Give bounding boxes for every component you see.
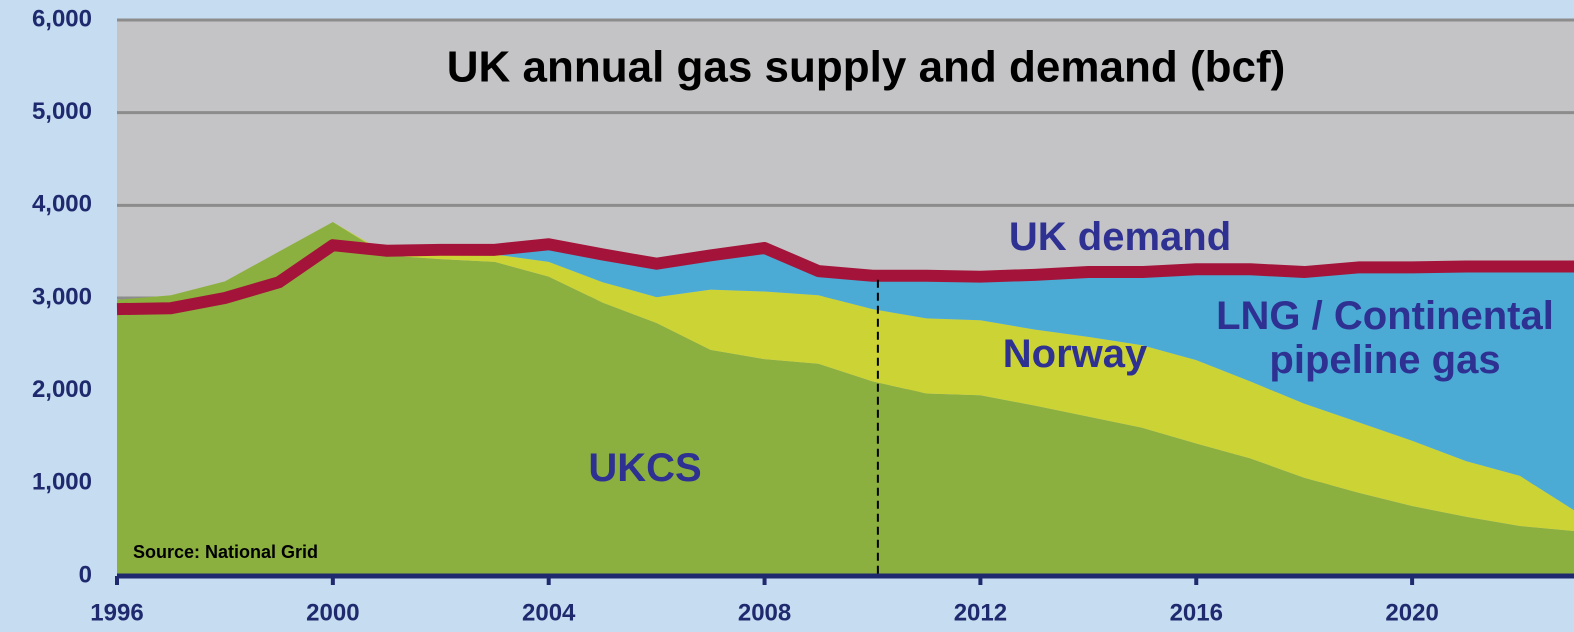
y-tick-label: 1,000 — [32, 469, 92, 496]
series-label: UKCS — [588, 446, 702, 490]
y-tick-label: 3,000 — [32, 283, 92, 310]
y-tick-label: 6,000 — [32, 5, 92, 32]
area — [117, 222, 1574, 511]
series-label: LNG / Continental pipeline gas — [1216, 294, 1554, 382]
series-label: Norway — [1002, 332, 1148, 376]
area — [117, 222, 1574, 532]
x-tick-label: 2016 — [1170, 599, 1223, 626]
x-tick-label: 1996 — [90, 599, 143, 626]
area — [117, 222, 1574, 576]
x-tick-label: 2012 — [954, 599, 1007, 626]
demand-line — [116, 238, 1574, 316]
source-note: Source: National Grid — [133, 542, 318, 562]
series-label: UK demand — [1008, 215, 1232, 259]
y-tick-label: 2,000 — [32, 376, 92, 403]
x-tick-label: 2004 — [522, 599, 576, 626]
y-tick-label: 0 — [79, 561, 92, 588]
x-tick-label: 2008 — [738, 599, 791, 626]
y-tick-label: 5,000 — [32, 98, 92, 125]
x-tick-label: 2020 — [1385, 599, 1438, 626]
chart-title: UK annual gas supply and demand (bcf) — [447, 43, 1286, 92]
x-tick-label: 2000 — [306, 599, 359, 626]
y-tick-label: 4,000 — [32, 191, 92, 218]
